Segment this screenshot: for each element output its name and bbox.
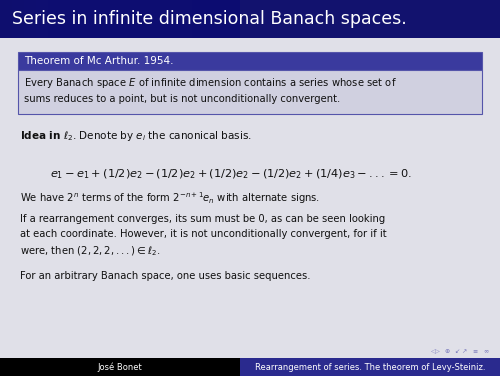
Text: Theorem of Mc Arthur. 1954.: Theorem of Mc Arthur. 1954. bbox=[24, 56, 174, 66]
Text: $e_1 - e_1 + (1/2)e_2 - (1/2)e_2 + (1/2)e_2 - (1/2)e_2 + (1/4)e_3 - ... = 0.$: $e_1 - e_1 + (1/2)e_2 - (1/2)e_2 + (1/2)… bbox=[50, 167, 412, 181]
Bar bbox=[0, 0, 500, 38]
Bar bbox=[48, 0, 60, 38]
Bar bbox=[18, 70, 482, 114]
Bar bbox=[36, 0, 48, 38]
Text: Series in infinite dimensional Banach spaces.: Series in infinite dimensional Banach sp… bbox=[12, 10, 407, 28]
Bar bbox=[228, 0, 240, 38]
Bar bbox=[204, 0, 216, 38]
Text: $\triangleleft\!\!\triangleright$  $\oplus$  $\swarrow\!\nearrow$  $\equiv$  $\i: $\triangleleft\!\!\triangleright$ $\oplu… bbox=[430, 348, 490, 356]
Text: $\mathbf{Idea\ in}\ \ell_2$. Denote by $e_i$ the canonical basis.: $\mathbf{Idea\ in}\ \ell_2$. Denote by $… bbox=[20, 129, 252, 143]
Bar bbox=[192, 0, 204, 38]
Bar bbox=[0, 358, 240, 376]
Bar bbox=[144, 0, 156, 38]
Bar bbox=[72, 0, 84, 38]
Bar bbox=[60, 0, 72, 38]
Bar bbox=[96, 0, 108, 38]
Bar bbox=[168, 0, 180, 38]
Text: Rearrangement of series. The theorem of Levy-Steiniz.: Rearrangement of series. The theorem of … bbox=[255, 362, 485, 371]
Bar bbox=[18, 52, 482, 70]
Bar bbox=[12, 0, 24, 38]
Text: For an arbitrary Banach space, one uses basic sequences.: For an arbitrary Banach space, one uses … bbox=[20, 271, 310, 281]
Text: Every Banach space $E$ of infinite dimension contains a series whose set of
sums: Every Banach space $E$ of infinite dimen… bbox=[24, 76, 397, 105]
Text: We have $2^n$ terms of the form $2^{-n+1}e_n$ with alternate signs.: We have $2^n$ terms of the form $2^{-n+1… bbox=[20, 190, 320, 206]
Bar bbox=[24, 0, 36, 38]
Bar bbox=[216, 0, 228, 38]
Text: José Bonet: José Bonet bbox=[98, 362, 142, 372]
Bar bbox=[132, 0, 144, 38]
Text: If a rearrangement converges, its sum must be 0, as can be seen looking
at each : If a rearrangement converges, its sum mu… bbox=[20, 214, 386, 258]
Bar bbox=[108, 0, 120, 38]
Bar bbox=[0, 0, 12, 38]
Bar bbox=[180, 0, 192, 38]
Bar bbox=[84, 0, 96, 38]
Bar bbox=[120, 0, 132, 38]
Bar bbox=[240, 358, 500, 376]
Bar bbox=[156, 0, 168, 38]
